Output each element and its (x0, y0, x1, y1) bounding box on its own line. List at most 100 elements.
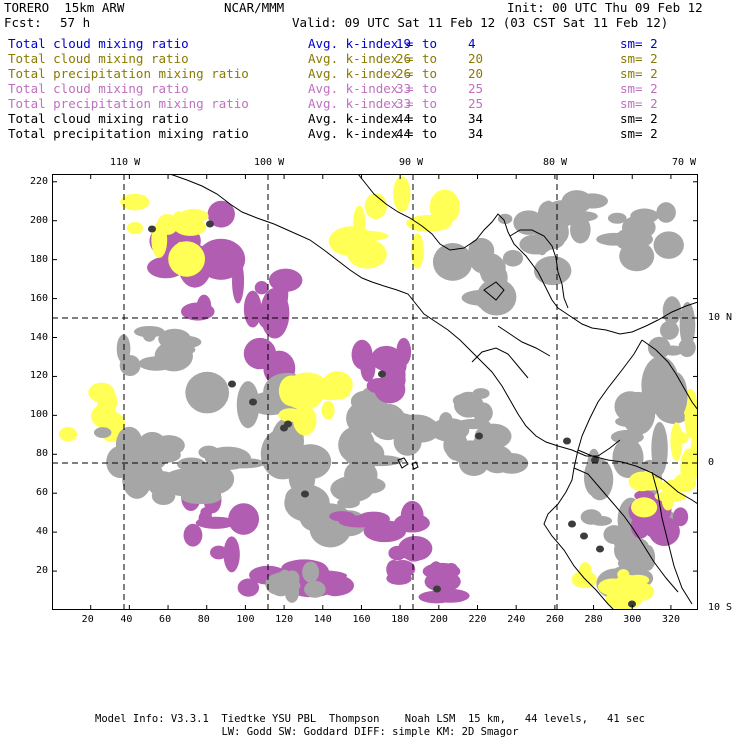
x-tick-label: 220 (468, 614, 487, 625)
legend-from: 26 (396, 51, 412, 66)
yellow-field (571, 570, 597, 589)
yellow-field (626, 582, 655, 601)
y-tick-label: 20 (35, 565, 48, 577)
yellow-field (58, 426, 78, 442)
yellow-field (393, 176, 411, 212)
x-tick-label: 180 (391, 614, 410, 625)
yellow-field (429, 189, 460, 225)
legend-row: Total cloud mixing ratio Avg. k-index = 33… (8, 81, 736, 96)
legend-field: Total cloud mixing ratio (8, 51, 189, 66)
grey-field (502, 249, 524, 267)
purple-field (200, 507, 213, 518)
grey-field (151, 486, 176, 506)
legend-from: 44 (396, 126, 412, 141)
mexico-coast (169, 174, 621, 457)
grey-field (198, 445, 220, 459)
grey-field (142, 327, 156, 342)
x-tick-label: 300 (623, 614, 642, 625)
grey-field (561, 190, 593, 214)
yellow-field (311, 386, 351, 401)
yellow-field (410, 233, 424, 269)
andes-border (651, 471, 693, 605)
legend-row: Total cloud mixing ratio Avg. k-index = 44… (8, 111, 736, 126)
organization: NCAR/MMM (224, 0, 285, 15)
yellow-field (151, 222, 168, 258)
legend-to-word: to (422, 81, 438, 96)
legend-index-label: Avg. k-index = (308, 36, 414, 51)
grey-field (586, 458, 614, 501)
x-tick-label: 320 (661, 614, 680, 625)
model-title: TORERO 15km ARW (4, 0, 125, 15)
legend-to-word: to (422, 66, 438, 81)
grey-field (659, 320, 679, 340)
legend-to: 34 (468, 111, 484, 126)
grey-field (432, 243, 473, 281)
x-tick-label: 200 (429, 614, 448, 625)
grey-field (642, 545, 656, 571)
max-core (378, 370, 386, 378)
legend-to: 20 (468, 51, 484, 66)
purple-field (444, 562, 459, 577)
grey-field (614, 391, 646, 422)
colombia-border (641, 339, 698, 411)
purple-field (223, 536, 240, 573)
legend-smoothing: sm= 2 (620, 66, 658, 81)
legend-from: 19 (396, 36, 412, 51)
grey-field (662, 296, 682, 325)
legend-smoothing: sm= 2 (620, 126, 658, 141)
grey-field (169, 344, 196, 356)
purple-field (207, 200, 235, 228)
longitude-label: 110 W (110, 157, 141, 168)
y-tick-label: 140 (29, 331, 48, 343)
yellow-field (120, 193, 150, 211)
legend-to-word: to (422, 51, 438, 66)
x-tick-label: 160 (352, 614, 371, 625)
belize-border (471, 347, 529, 379)
grey-field (236, 381, 260, 429)
grey-field (542, 200, 555, 221)
legend-to: 20 (468, 66, 484, 81)
ecuador-border (577, 449, 698, 505)
forecast-hour: 57 h (60, 15, 91, 30)
legend-row: Total precipitation mixing ratio Avg. k-i… (8, 126, 736, 141)
x-tick-label: 280 (584, 614, 603, 625)
map-frame (52, 174, 698, 610)
legend-index-label: Avg. k-index = (308, 51, 414, 66)
legend-field: Total cloud mixing ratio (8, 36, 189, 51)
yellow-field (675, 432, 689, 444)
y-tick-label: 40 (35, 526, 48, 538)
legend-smoothing: sm= 2 (620, 36, 658, 51)
yellow-field (88, 382, 115, 403)
grey-field (289, 444, 332, 480)
longitude-label: 70 W (672, 157, 697, 168)
grey-field (663, 372, 688, 420)
grey-field (476, 294, 503, 311)
x-tick-label: 120 (275, 614, 294, 625)
legend-from: 33 (396, 96, 412, 111)
grey-field (472, 388, 490, 399)
max-core (148, 225, 156, 233)
grey-field (555, 220, 569, 243)
forecast-map (52, 174, 698, 610)
legend-smoothing: sm= 2 (620, 111, 658, 126)
yellow-field (617, 569, 630, 580)
x-tick-label: 140 (313, 614, 332, 625)
grey-field (185, 371, 230, 414)
max-core (433, 585, 441, 593)
purple-field (386, 560, 401, 579)
grey-field (284, 581, 300, 603)
grey-field (612, 437, 644, 479)
peru-border (573, 467, 679, 593)
grey-field (369, 403, 407, 441)
grey-field (481, 445, 514, 474)
longitude-label: 80 W (543, 157, 568, 168)
grey-field (284, 570, 300, 587)
purple-field (360, 353, 376, 382)
x-tick-label: 100 (236, 614, 255, 625)
yellow-field (289, 372, 325, 392)
yellow-field (640, 470, 656, 488)
grey-field (350, 390, 381, 413)
purple-field (672, 507, 689, 527)
x-tick-label: 60 (159, 614, 172, 625)
legend-index-label: Avg. k-index = (308, 96, 414, 111)
